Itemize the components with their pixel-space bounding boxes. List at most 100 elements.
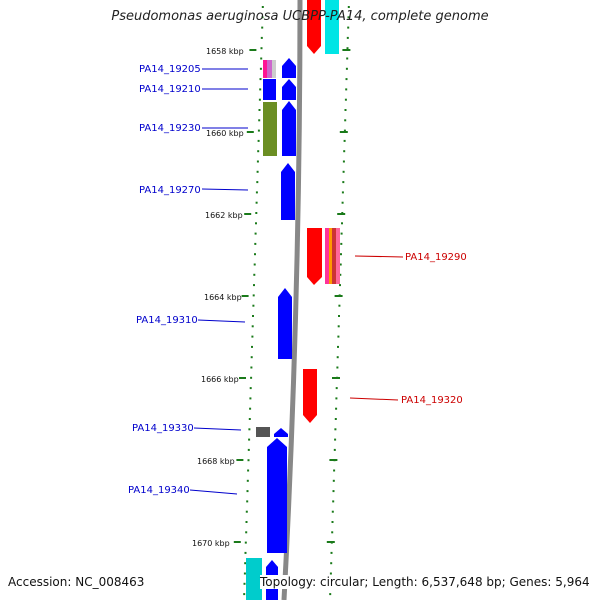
track-dot xyxy=(331,521,334,523)
track-dot xyxy=(245,531,248,534)
track-dot xyxy=(250,356,253,359)
kbp-ticks xyxy=(233,49,351,543)
track-dot xyxy=(252,294,255,297)
tick-label: 1660 kbp xyxy=(206,129,244,138)
tick-label: 1670 kbp xyxy=(192,539,230,548)
track-dot xyxy=(243,593,246,596)
gene-pa14-19270[interactable] xyxy=(281,163,295,220)
track-dot xyxy=(247,459,250,462)
track-dot xyxy=(330,562,333,565)
gene-pa14-19290[interactable] xyxy=(307,228,340,285)
gene-pa14-19320[interactable] xyxy=(303,369,317,423)
track-dot xyxy=(334,418,337,420)
tick-label: 1664 kbp xyxy=(204,293,242,302)
track-dot xyxy=(334,428,337,431)
track-dot xyxy=(246,479,249,482)
tick-labels: 1658 kbp 1660 kbp 1662 kbp 1664 kbp 1666… xyxy=(192,47,244,548)
track-dot xyxy=(258,109,261,111)
track-dot xyxy=(342,181,345,184)
map-title: Pseudomonas aeruginosa UCBPP-PA14, compl… xyxy=(111,9,489,24)
track-dot xyxy=(332,479,335,482)
track-dot xyxy=(255,222,257,225)
gene-label[interactable]: PA14_19320 xyxy=(401,395,463,406)
cropped-feature-bottom-cyan[interactable] xyxy=(246,558,262,600)
track-dot xyxy=(247,469,250,472)
track-dot xyxy=(257,150,260,153)
track-dot xyxy=(254,242,257,245)
track-dot xyxy=(345,67,348,70)
track-dot xyxy=(244,551,247,554)
gene-label[interactable]: PA14_19205 xyxy=(139,64,201,75)
track-dot xyxy=(250,376,253,379)
track-dot xyxy=(256,170,259,173)
track-dot xyxy=(253,284,255,287)
track-dot xyxy=(254,232,257,235)
track-dot xyxy=(345,88,348,91)
track-dot xyxy=(250,366,253,369)
track-dot xyxy=(246,490,249,493)
gene-pa14-19230[interactable] xyxy=(263,101,296,156)
leader-lines xyxy=(189,68,404,495)
gene-label[interactable]: PA14_19210 xyxy=(139,84,201,95)
track-dot xyxy=(244,541,247,544)
track-dot xyxy=(249,397,252,400)
track-dot xyxy=(340,242,343,245)
track-dot xyxy=(333,448,336,451)
track-dot xyxy=(334,438,337,441)
track-dot xyxy=(256,160,259,163)
gene-label[interactable]: PA14_19310 xyxy=(136,315,198,326)
track-dot xyxy=(341,191,344,194)
gene-label[interactable]: PA14_19290 xyxy=(405,252,467,263)
track-dot xyxy=(252,304,255,307)
track-dot xyxy=(339,284,341,287)
gene-pa14-19340[interactable] xyxy=(267,438,287,553)
track-dot xyxy=(344,119,347,122)
track-dot xyxy=(246,500,249,503)
tick-label: 1662 kbp xyxy=(205,211,243,220)
track-dot xyxy=(339,273,342,276)
track-dot xyxy=(249,387,252,390)
track-dot xyxy=(340,253,342,256)
track-dot xyxy=(345,78,348,81)
gene-label[interactable]: PA14_19330 xyxy=(132,423,194,434)
track-dot xyxy=(257,129,260,132)
track-dot xyxy=(253,273,256,276)
gene-pa14-19310[interactable] xyxy=(278,288,292,359)
cropped-feature-top-cyan[interactable] xyxy=(325,0,339,54)
track-dot xyxy=(251,335,254,338)
track-dot xyxy=(260,36,263,39)
gene-label[interactable]: PA14_19230 xyxy=(139,123,201,134)
track-dot xyxy=(343,129,346,132)
track-dot xyxy=(347,16,350,19)
track-dot xyxy=(332,500,335,503)
track-dot xyxy=(336,356,339,359)
track-dot xyxy=(259,78,262,81)
track-dot xyxy=(332,490,335,493)
track-dot xyxy=(254,253,256,256)
track-dot xyxy=(329,572,332,575)
track-dot xyxy=(248,428,251,431)
track-dot xyxy=(340,232,343,235)
track-dot xyxy=(333,469,336,472)
track-dot xyxy=(335,397,338,400)
track-dot xyxy=(259,88,262,91)
track-dot xyxy=(245,510,248,513)
track-dot xyxy=(337,335,340,338)
track-dot xyxy=(259,67,262,70)
track-dot xyxy=(329,593,332,596)
track-dot xyxy=(256,181,259,184)
gene-pa14-19205[interactable] xyxy=(263,58,296,78)
cropped-feature-top-red[interactable] xyxy=(307,0,321,54)
track-dot xyxy=(342,160,345,163)
gene-pa14-19330[interactable] xyxy=(256,427,288,437)
track-dot xyxy=(243,582,246,585)
track-dot xyxy=(245,521,248,523)
track-dot xyxy=(346,47,349,50)
gene-label[interactable]: PA14_19340 xyxy=(128,485,190,496)
track-dot xyxy=(347,26,350,29)
track-dot xyxy=(252,315,254,317)
track-dot xyxy=(339,263,342,266)
gene-label[interactable]: PA14_19270 xyxy=(139,185,201,196)
gene-pa14-19210[interactable] xyxy=(263,79,296,100)
